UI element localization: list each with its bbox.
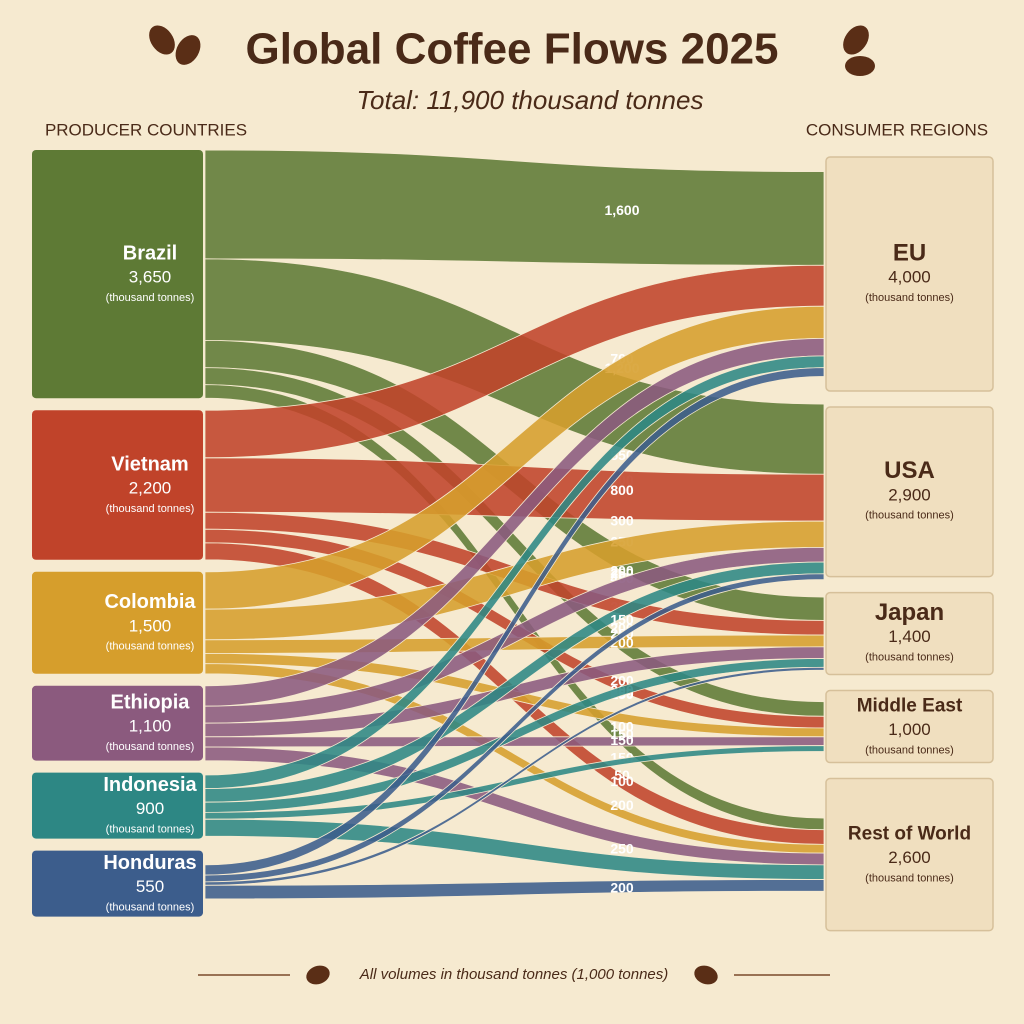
source-unit: (thousand tonnes) — [106, 641, 195, 653]
flow — [204, 573, 825, 883]
nodes: Brazil 3,650 (thousand tonnes) Vietnam 2,200… — [32, 150, 994, 932]
source-unit: (thousand tonnes) — [106, 292, 195, 304]
footnote: All volumes in thousand tonnes (1,000 to… — [359, 966, 669, 983]
flow-label: 100 — [610, 773, 634, 789]
source-value: 900 — [136, 799, 164, 818]
target-name: Rest of World — [848, 824, 971, 845]
target-unit: (thousand tonnes) — [865, 292, 954, 304]
target-unit: (thousand tonnes) — [865, 744, 954, 756]
source-name: Indonesia — [103, 774, 197, 796]
target-name: Middle East — [857, 696, 963, 717]
source-name: Ethiopia — [111, 691, 191, 713]
title-beans — [149, 25, 875, 985]
target-unit: (thousand tonnes) — [865, 652, 954, 664]
target-unit: (thousand tonnes) — [865, 873, 954, 885]
target-value: 2,900 — [888, 485, 931, 504]
flow-label: 150 — [610, 726, 634, 742]
flow-label: 200 — [610, 879, 634, 895]
target-node — [825, 406, 994, 578]
source-name: Colombia — [104, 591, 196, 613]
target-node — [825, 689, 994, 764]
source-node — [32, 150, 203, 399]
source-value: 550 — [136, 877, 164, 896]
source-name: Honduras — [103, 852, 196, 874]
chart-subtitle: Total: 11,900 thousand tonnes — [357, 85, 704, 115]
source-unit: (thousand tonnes) — [106, 902, 195, 914]
source-node — [32, 410, 203, 560]
target-heading: CONSUMER REGIONS — [806, 120, 988, 139]
source-node — [32, 772, 203, 839]
chart-title: Global Coffee Flows 2025 — [245, 25, 778, 74]
target-node — [825, 777, 994, 932]
source-name: Vietnam — [111, 453, 188, 475]
source-unit: (thousand tonnes) — [106, 503, 195, 515]
source-heading: PRODUCER COUNTRIES — [45, 120, 247, 139]
flow — [204, 745, 825, 820]
target-value: 1,400 — [888, 627, 931, 646]
target-node — [825, 156, 994, 392]
flow-label: 150 — [610, 612, 634, 628]
source-unit: (thousand tonnes) — [106, 741, 195, 753]
target-unit: (thousand tonnes) — [865, 510, 954, 522]
target-node — [825, 591, 994, 676]
source-node — [32, 571, 203, 674]
source-unit: (thousand tonnes) — [106, 824, 195, 836]
source-value: 1,500 — [129, 616, 172, 635]
source-value: 1,100 — [129, 717, 172, 736]
source-node — [32, 685, 203, 761]
source-value: 3,650 — [129, 268, 172, 287]
source-node — [32, 850, 203, 917]
flow — [204, 879, 825, 900]
target-value: 4,000 — [888, 267, 931, 286]
target-name: EU — [893, 239, 926, 266]
target-value: 2,600 — [888, 848, 931, 867]
flow-label: 300 — [610, 512, 634, 528]
target-name: Japan — [875, 599, 944, 626]
target-value: 1,000 — [888, 720, 931, 739]
flow-label: 150 — [610, 732, 634, 748]
flow-label: 200 — [610, 797, 634, 813]
flow-label: 200 — [610, 562, 634, 578]
flow-label: 1,600 — [604, 202, 639, 218]
flow-label: 100 — [610, 718, 634, 734]
flow — [204, 666, 825, 886]
flow-label: 50 — [614, 767, 630, 783]
flow — [204, 367, 825, 876]
flow-label: 800 — [610, 482, 634, 498]
links: 1,6001,200400250200700800250200250550450… — [204, 149, 825, 900]
source-name: Brazil — [123, 242, 177, 264]
flow-label: 250 — [610, 841, 634, 857]
source-value: 2,200 — [129, 478, 172, 497]
target-name: USA — [884, 457, 935, 484]
